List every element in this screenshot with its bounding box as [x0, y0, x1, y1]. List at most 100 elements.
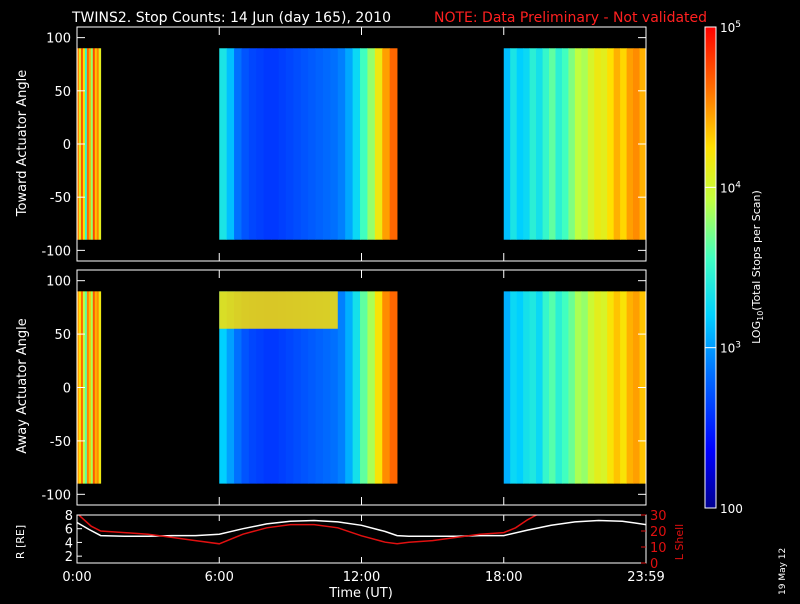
heatmap-column	[503, 48, 511, 240]
time-xlabel: Time (UT)	[328, 586, 393, 600]
heatmap-column	[607, 291, 615, 484]
heatmap-column	[568, 291, 576, 484]
away-ylabel: Away Actuator Angle	[15, 318, 30, 453]
heatmap-column	[536, 48, 543, 240]
y-tick-label: 100	[46, 32, 71, 47]
heatmap-column	[587, 291, 595, 484]
away-heatmap-panel: 100 50 0 -50 -100	[41, 269, 647, 506]
figure-title: TWINS2. Stop Counts: 14 Jun (day 165), 2…	[71, 10, 391, 26]
heatmap-column	[308, 48, 316, 240]
heatmap-column	[374, 291, 383, 484]
heatmap-column	[345, 291, 354, 484]
heatmap-column	[568, 48, 576, 240]
colorbar-tick-base: 10	[720, 181, 735, 195]
heatmap-column	[626, 48, 634, 240]
heatmap-column	[345, 48, 354, 240]
toward-ylabel: Toward Actuator Angle	[15, 70, 30, 217]
heatmap-column	[613, 291, 621, 484]
heatmap-column	[555, 291, 563, 484]
heatmap-column	[330, 48, 339, 240]
colorbar-label-main: LOG	[750, 321, 763, 344]
heatmap-column	[529, 291, 537, 484]
heatmap-column	[523, 48, 531, 240]
radius-ylabel: R [RE]	[14, 525, 27, 559]
lshell-ylabel: L Shell	[673, 524, 686, 560]
heatmap-column	[94, 291, 98, 484]
heatmap-high-band	[219, 291, 338, 329]
heatmap-column	[219, 291, 228, 484]
heatmap-column	[92, 291, 96, 484]
x-tick-label: 0:00	[62, 570, 91, 585]
heatmap-column	[607, 48, 615, 240]
heatmap-column	[374, 48, 383, 240]
toward-heatmap-panel: 100 50 0 -50 -100	[41, 26, 647, 262]
colorbar-tick-label: 103	[720, 341, 741, 356]
y-tick-label: -50	[50, 191, 71, 206]
right-y-tick-label: 0	[650, 557, 658, 572]
heatmap-column	[620, 291, 628, 484]
heatmap-column	[549, 48, 556, 240]
heatmap-column	[256, 291, 265, 484]
colorbar-tick-label: 105	[720, 20, 741, 35]
lshell-line	[77, 515, 538, 545]
heatmap-column	[600, 291, 608, 484]
colorbar-label-rest: (Total Stops per Scan)	[750, 190, 763, 311]
heatmap-column	[315, 291, 324, 484]
left-y-tick-label: 6	[65, 523, 73, 538]
heatmap-column	[337, 48, 346, 240]
heatmap-column	[360, 291, 368, 484]
heatmap-column	[278, 291, 287, 484]
heatmap-column	[581, 48, 589, 240]
right-y-tick-label: 30	[650, 509, 667, 524]
heatmap-column	[330, 291, 339, 484]
y-tick-label: -50	[50, 435, 71, 450]
heatmap-column	[84, 291, 88, 484]
heatmap-column	[308, 291, 316, 484]
heatmap-column	[367, 48, 376, 240]
right-y-tick-label: 20	[650, 525, 667, 540]
y-tick-label: 0	[63, 138, 71, 153]
heatmap-column	[516, 48, 524, 240]
heatmap-column	[315, 48, 324, 240]
colorbar-tick-base: 100	[720, 502, 743, 516]
heatmap-column	[98, 48, 102, 240]
heatmap-column	[352, 291, 361, 484]
heatmap-column	[90, 48, 94, 240]
heatmap-column	[84, 48, 88, 240]
colorbar-tick-label: 100	[720, 502, 743, 516]
heatmap-column	[352, 48, 361, 240]
heatmap-column	[626, 291, 634, 484]
heatmap-column	[529, 48, 537, 240]
heatmap-column	[256, 48, 265, 240]
heatmap-column	[241, 48, 250, 240]
heatmap-column	[248, 48, 257, 240]
heatmap-column	[226, 48, 235, 240]
heatmap-column	[523, 291, 531, 484]
colorbar-tick-exp: 5	[735, 20, 741, 30]
heatmap-column	[263, 48, 272, 240]
heatmap-column	[382, 48, 391, 240]
generation-date: 19 May 12	[778, 548, 788, 595]
heatmap-column	[360, 48, 368, 240]
heatmap-column	[300, 48, 309, 240]
y-tick-label: 100	[46, 275, 71, 290]
heatmap-column	[86, 48, 90, 240]
radius-line	[77, 519, 646, 538]
heatmap-column	[88, 48, 92, 240]
heatmap-column	[241, 291, 250, 484]
heatmap-column	[503, 291, 511, 484]
heatmap-column	[322, 291, 331, 484]
heatmap-column	[633, 291, 640, 484]
heatmap-column	[271, 291, 279, 484]
heatmap-column	[561, 48, 569, 240]
x-tick-label: 18:00	[485, 570, 522, 585]
heatmap-column	[90, 291, 94, 484]
left-y-tick-label: 2	[65, 550, 73, 565]
heatmap-column	[555, 48, 563, 240]
heatmap-column	[98, 291, 102, 484]
heatmap-column	[516, 291, 524, 484]
x-tick-label: 12:00	[343, 570, 380, 585]
heatmap-column	[367, 291, 376, 484]
heatmap-column	[96, 48, 100, 240]
